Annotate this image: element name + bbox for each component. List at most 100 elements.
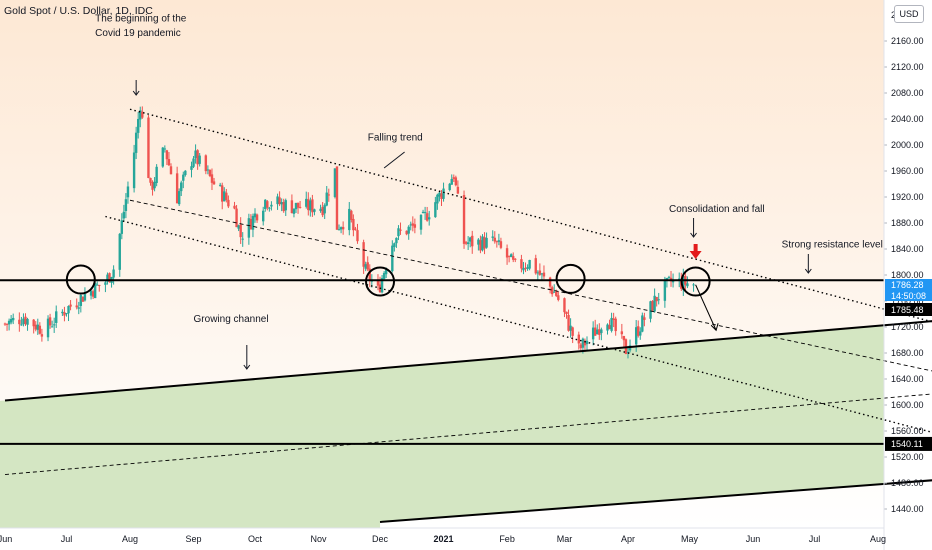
candle-body [466, 242, 470, 245]
candle-body [667, 276, 671, 278]
candle-body [270, 204, 273, 207]
falling-trend-pointer-arrow [383, 151, 405, 169]
candle-body [395, 237, 398, 244]
candle-body [194, 150, 197, 159]
candle-body [440, 193, 443, 199]
candle-body [442, 188, 445, 199]
candle-body [641, 315, 644, 332]
candle-body [93, 283, 97, 299]
candle-body [141, 111, 144, 118]
candle-body [581, 338, 585, 348]
growing-channel-mid-line [4, 393, 932, 475]
candle-body [7, 320, 11, 325]
candle-body [612, 318, 615, 320]
candle-body [335, 166, 339, 230]
time-tick-label: Jul [809, 534, 821, 544]
candle-body [134, 132, 138, 153]
candle-body [278, 197, 281, 205]
covid-annotation-line1: The beginning of the [95, 14, 187, 25]
candle-body [364, 264, 367, 269]
candle-body [608, 325, 611, 330]
candle-body [161, 147, 164, 167]
candle-body [456, 186, 460, 194]
candle-body [657, 299, 660, 301]
candle-body [542, 272, 546, 277]
current-price-tag [885, 279, 932, 301]
covid-annotation-line2: Covid 19 pandemic [95, 28, 181, 39]
candle-body [38, 325, 42, 334]
candle-body [397, 228, 400, 237]
candle-body [24, 316, 27, 325]
candle-body [98, 284, 101, 286]
candle-body [567, 314, 570, 331]
candle-body [565, 311, 568, 315]
candle-body [557, 295, 560, 300]
time-tick-label: Apr [621, 534, 635, 544]
candle-body [46, 318, 50, 338]
price-tick-label: 1480.00 [891, 478, 924, 488]
candle-body [512, 256, 515, 260]
candle-body [362, 242, 365, 267]
countdown-timer: 14:50:08 [891, 291, 926, 301]
candle-body [182, 174, 185, 181]
candle-body [593, 327, 597, 336]
candle-body [20, 324, 23, 326]
candle-body [428, 217, 431, 220]
candle-body [585, 340, 589, 345]
candle-body [663, 280, 667, 301]
covid-pointer-arrow-head [132, 90, 140, 96]
candle-body [296, 202, 300, 208]
candle-body [534, 258, 537, 274]
price-tick-label: 1840.00 [891, 244, 924, 254]
price-tick-label: 1520.00 [891, 452, 924, 462]
candle-body [262, 210, 265, 222]
candle-body [311, 199, 314, 213]
candle-body [155, 166, 158, 183]
candle-body [305, 198, 308, 207]
candle-body [526, 267, 529, 269]
candle-body [481, 236, 484, 251]
candle-body [223, 191, 226, 202]
candle-body [210, 174, 214, 183]
candle-body [468, 237, 472, 242]
candle-body [596, 329, 599, 335]
candle-body [83, 293, 87, 301]
time-tick-label: Jun [0, 534, 12, 544]
candle-body [606, 324, 609, 331]
candle-body [77, 307, 80, 309]
candle-body [341, 226, 345, 230]
price-axis-background [884, 0, 932, 550]
candle-body [479, 240, 482, 251]
growing-channel-label: Growing channel [194, 314, 269, 325]
candle-body [382, 272, 386, 279]
candle-body [452, 177, 455, 179]
candle-body [337, 229, 341, 231]
candle-body [434, 202, 437, 218]
price-tick-label: 1560.00 [891, 426, 924, 436]
price-tick-label: 1600.00 [891, 400, 924, 410]
highlight-circle [555, 263, 586, 294]
highlight-circle [365, 266, 396, 297]
candle-body [212, 181, 216, 185]
candle-body [227, 199, 230, 207]
candle-body [350, 210, 353, 220]
candle-body [399, 229, 402, 231]
time-axis-background [0, 528, 884, 550]
price-tick-label: 2080.00 [891, 88, 924, 98]
candle-body [309, 200, 312, 211]
time-tick-label: Jun [746, 534, 761, 544]
candle-body [251, 215, 255, 230]
candle-body [339, 227, 343, 230]
candle-body [423, 212, 427, 214]
candle-body [52, 324, 56, 326]
candle-body [407, 226, 410, 234]
candle-body [507, 255, 511, 257]
candle-body [352, 218, 355, 231]
candle-body [247, 218, 251, 238]
candle-body [108, 273, 111, 283]
currency-button[interactable]: USD [894, 5, 924, 23]
candle-body [233, 205, 236, 209]
candle-body [522, 267, 525, 271]
